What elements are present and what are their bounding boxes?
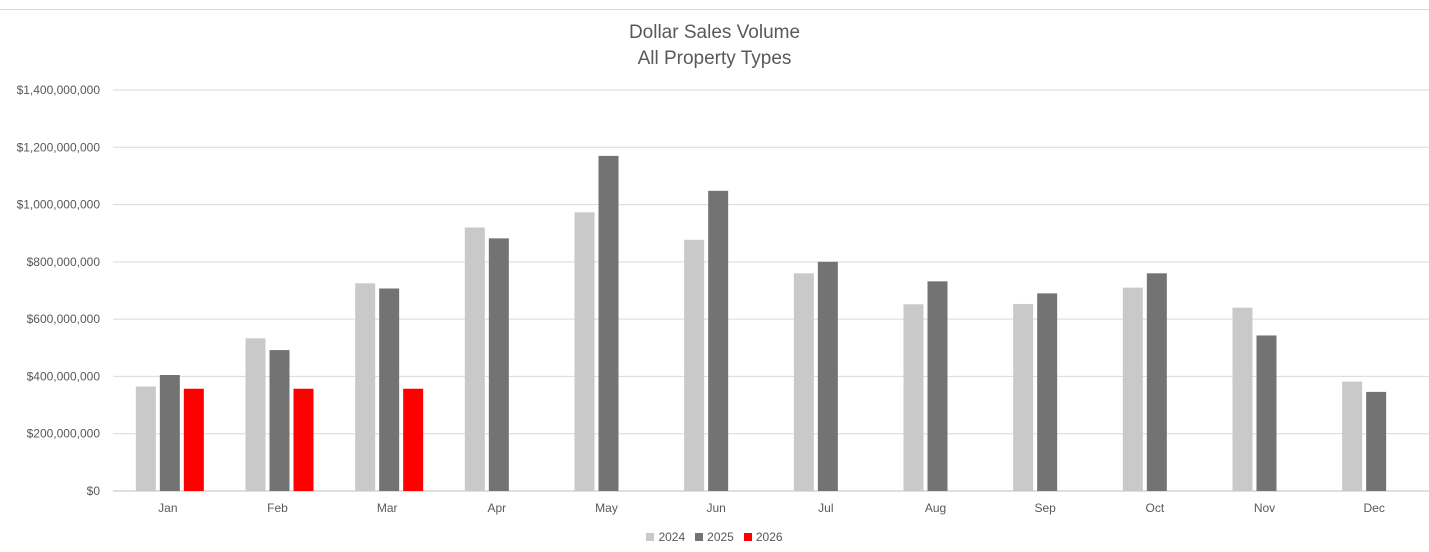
bar-2025-oct (1146, 273, 1167, 491)
bar-2024-jul (793, 273, 814, 491)
bar-2024-jun (684, 239, 705, 491)
y-tick-label: $800,000,000 (27, 255, 101, 269)
legend-swatch (743, 533, 752, 541)
bar-2024-nov (1232, 307, 1253, 491)
x-tick-label: Sep (1034, 501, 1056, 515)
legend-label: 2025 (707, 530, 734, 544)
x-tick-label: Dec (1363, 501, 1384, 515)
x-tick-label: Jan (158, 501, 177, 515)
chart-legend: 2024 2025 2026 (0, 530, 1429, 544)
bar-2025-feb (269, 350, 290, 491)
bar-2026-feb (293, 388, 314, 491)
legend-swatch (695, 533, 704, 541)
bar-2024-dec (1342, 381, 1363, 491)
x-tick-label: Apr (487, 501, 506, 515)
legend-item-2024: 2024 (646, 530, 685, 544)
bar-2025-jan (159, 374, 180, 491)
bar-2025-jun (708, 190, 729, 491)
y-tick-label: $0 (87, 484, 101, 498)
x-tick-label: May (595, 501, 618, 515)
bar-2025-mar (379, 288, 400, 491)
y-tick-label: $400,000,000 (27, 369, 101, 383)
x-tick-label: Jun (706, 501, 725, 515)
legend-label: 2024 (658, 530, 686, 544)
chart-title: Dollar Sales Volume (628, 22, 801, 43)
bar-2025-sep (1037, 293, 1058, 491)
x-tick-label: Mar (377, 501, 398, 515)
bar-2024-may (574, 212, 595, 491)
bar-2025-may (598, 155, 619, 491)
y-tick-label: $1,000,000,000 (17, 198, 101, 212)
top-divider (0, 9, 1429, 10)
bar-2024-oct (1122, 287, 1143, 491)
legend-label: 2026 (755, 530, 783, 544)
bar-2025-dec (1366, 391, 1387, 491)
bar-chart: $0 $200,000,000 $400,000,000 $600,000,000 $8… (17, 83, 1429, 515)
y-tick-label: $600,000,000 (27, 312, 101, 326)
bar-2024-sep (1013, 303, 1034, 491)
bar-2025-jul (817, 261, 838, 491)
y-tick-label: $1,200,000,000 (17, 140, 101, 154)
bar-2024-mar (355, 283, 376, 491)
bar-2024-apr (464, 227, 485, 491)
legend-swatch (646, 533, 655, 541)
bar-2025-apr (488, 238, 509, 491)
bar-2024-jan (135, 386, 156, 491)
bar-2025-aug (927, 281, 948, 491)
legend-item-2025: 2025 (695, 530, 734, 544)
y-tick-label: $1,400,000,000 (17, 83, 101, 97)
x-tick-label: Aug (925, 501, 946, 515)
x-tick-label: Oct (1145, 501, 1164, 515)
x-tick-label: Nov (1254, 501, 1275, 515)
bar-2026-jan (183, 388, 204, 491)
bar-2025-nov (1256, 335, 1277, 491)
chart-subtitle: All Property Types (637, 48, 792, 69)
x-tick-label: Jul (818, 501, 833, 515)
legend-item-2026: 2026 (743, 530, 783, 544)
x-tick-label: Feb (267, 501, 288, 515)
y-tick-label: $200,000,000 (27, 427, 101, 441)
bar-2024-aug (903, 304, 924, 491)
bar-2024-feb (245, 338, 266, 491)
bar-2026-mar (403, 388, 424, 491)
